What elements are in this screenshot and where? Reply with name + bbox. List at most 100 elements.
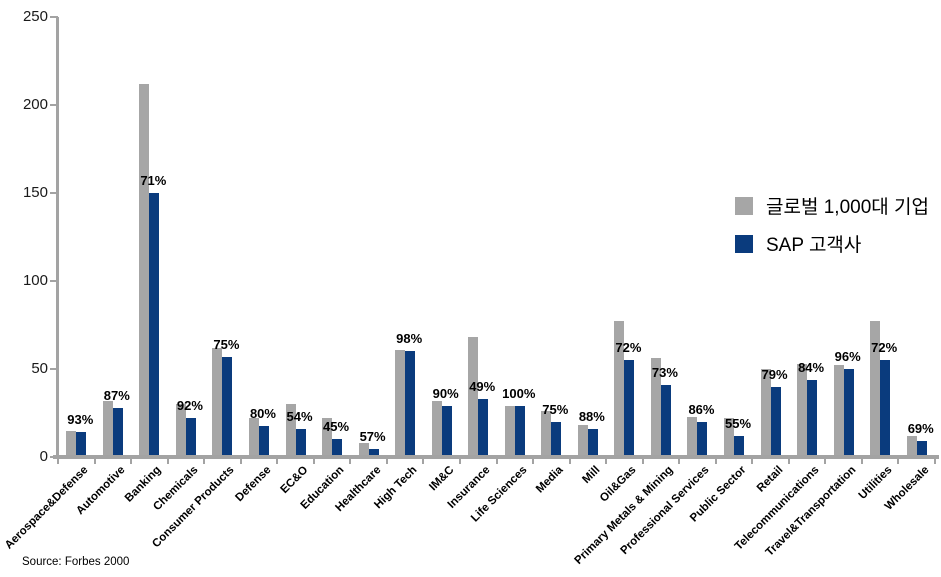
x-axis-tick <box>751 459 754 464</box>
percent-label-21: 96% <box>834 349 861 364</box>
bar-global-1000-20 <box>797 363 808 457</box>
percent-label-15: 72% <box>615 340 642 356</box>
y-axis-tick-label: 100 <box>22 272 48 289</box>
bar-global-1000-16 <box>650 358 661 457</box>
x-axis-tick <box>824 459 827 464</box>
legend-swatch-global-1000-icon <box>735 196 753 215</box>
bar-global-1000-21 <box>833 365 844 457</box>
x-axis-tick <box>422 459 425 464</box>
bar-sap-customers-15 <box>624 360 635 457</box>
bar-global-1000-1 <box>102 400 113 457</box>
bar-sap-customers-17 <box>697 421 708 457</box>
x-axis-tick <box>276 459 279 464</box>
x-axis-tick <box>860 459 863 464</box>
y-axis-tick <box>50 280 58 282</box>
x-axis-tick <box>787 459 790 464</box>
bar-global-1000-12 <box>504 405 515 457</box>
percent-label-0: 93% <box>67 412 94 428</box>
x-axis-tick <box>605 459 608 464</box>
bar-global-1000-14 <box>577 425 588 457</box>
bar-sap-customers-14 <box>587 428 598 457</box>
bar-global-1000-2 <box>139 83 150 457</box>
y-axis-tick-label: 0 <box>39 448 48 465</box>
percent-label-10: 90% <box>432 385 459 401</box>
bar-sap-customers-5 <box>258 426 269 457</box>
bar-global-1000-18 <box>724 418 735 457</box>
bar-sap-customers-12 <box>514 405 525 457</box>
legend-item-global-1000: 글로벌 1,000대 기업 <box>735 192 929 219</box>
x-axis-tick <box>678 459 681 464</box>
x-axis-tick <box>568 459 571 464</box>
legend-label-global-1000: 글로벌 1,000대 기업 <box>766 197 929 218</box>
percent-label-3: 92% <box>176 398 203 414</box>
x-axis-tick <box>897 459 900 464</box>
legend-label-sap-customers: SAP 고객사 <box>766 235 862 256</box>
percent-label-12: 100% <box>502 385 536 401</box>
source-note: Source: Forbes 2000 <box>22 556 130 568</box>
y-axis-tick <box>50 104 58 106</box>
legend-item-sap-customers: SAP 고객사 <box>735 230 929 257</box>
y-axis-tick <box>50 16 58 18</box>
x-axis-tick <box>166 459 169 464</box>
percent-label-13: 75% <box>542 401 569 417</box>
bar-sap-customers-7 <box>332 439 343 457</box>
x-axis-tick <box>57 459 59 464</box>
x-axis-tick <box>385 459 388 464</box>
y-axis-tick-label: 50 <box>31 360 48 377</box>
bar-global-1000-13 <box>541 411 552 457</box>
y-axis-tick-label: 200 <box>22 96 48 113</box>
bar-global-1000-6 <box>285 404 296 457</box>
x-axis-tick <box>130 459 133 464</box>
bar-sap-customers-4 <box>222 356 233 457</box>
bar-global-1000-5 <box>248 418 259 457</box>
bar-sap-customers-13 <box>551 421 562 457</box>
percent-label-7: 45% <box>323 419 350 435</box>
bar-global-1000-3 <box>175 404 186 457</box>
percent-label-5: 80% <box>249 406 276 422</box>
y-axis-tick <box>50 192 58 194</box>
percent-label-9: 98% <box>396 331 423 347</box>
percent-label-23: 69% <box>907 421 934 437</box>
y-axis-tick <box>50 456 58 458</box>
bar-sap-customers-21 <box>843 369 854 457</box>
legend-swatch-sap-customers-icon <box>735 234 753 253</box>
bar-global-1000-7 <box>322 418 333 457</box>
bar-sap-customers-23 <box>916 441 927 457</box>
bar-global-1000-17 <box>687 416 698 457</box>
bar-global-1000-23 <box>906 435 917 457</box>
bar-sap-customers-22 <box>880 360 891 457</box>
bar-sap-customers-6 <box>295 428 306 457</box>
bar-global-1000-22 <box>870 321 881 457</box>
x-axis-tick <box>349 459 352 464</box>
bar-global-1000-15 <box>614 321 625 457</box>
bar-sap-customers-20 <box>807 379 818 457</box>
bar-global-1000-19 <box>760 369 771 457</box>
bar-sap-customers-16 <box>660 384 671 457</box>
percent-label-11: 49% <box>469 378 496 394</box>
x-axis-tick <box>641 459 644 464</box>
bar-global-1000-0 <box>66 430 77 457</box>
percent-label-6: 54% <box>286 408 313 424</box>
bar-sap-customers-3 <box>185 418 196 457</box>
bar-global-1000-9 <box>395 349 406 457</box>
x-axis-tick <box>239 459 242 464</box>
bar-sap-customers-0 <box>76 432 87 457</box>
bar-global-1000-8 <box>358 442 369 457</box>
y-axis-tick <box>50 368 58 370</box>
bar-sap-customers-2 <box>149 193 160 457</box>
bar-global-1000-4 <box>212 347 223 457</box>
percent-label-1: 87% <box>103 387 130 403</box>
x-axis-line <box>53 455 939 459</box>
percent-label-17: 86% <box>688 401 715 417</box>
percent-label-22: 72% <box>871 340 898 356</box>
x-axis-tick <box>93 459 96 464</box>
y-axis-line <box>56 17 59 459</box>
y-axis-tick-label: 150 <box>22 184 48 201</box>
bar-sap-customers-10 <box>441 405 452 457</box>
percent-label-4: 75% <box>213 336 240 352</box>
bar-sap-customers-19 <box>770 387 781 457</box>
chart-legend: 글로벌 1,000대 기업 SAP 고객사 <box>735 192 929 268</box>
bar-sap-customers-11 <box>478 398 489 457</box>
bar-global-1000-10 <box>431 400 442 457</box>
